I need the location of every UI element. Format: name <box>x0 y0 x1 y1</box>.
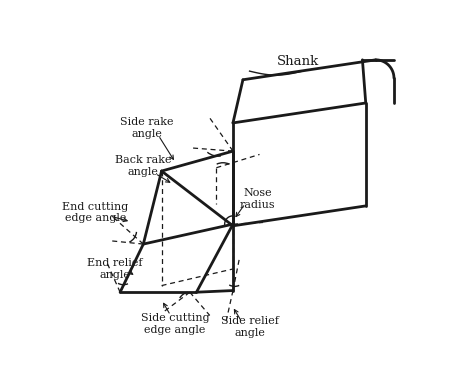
Text: End cutting
edge angle: End cutting edge angle <box>62 202 128 223</box>
Text: Side cutting
edge angle: Side cutting edge angle <box>141 313 209 334</box>
Text: Side rake
angle: Side rake angle <box>120 117 173 139</box>
Text: End relief
angle: End relief angle <box>87 258 143 280</box>
Text: Back rake
angle: Back rake angle <box>115 155 172 177</box>
Text: Nose
radius: Nose radius <box>240 189 276 210</box>
Text: Shank: Shank <box>276 55 319 68</box>
Text: Side relief
angle: Side relief angle <box>220 316 279 338</box>
